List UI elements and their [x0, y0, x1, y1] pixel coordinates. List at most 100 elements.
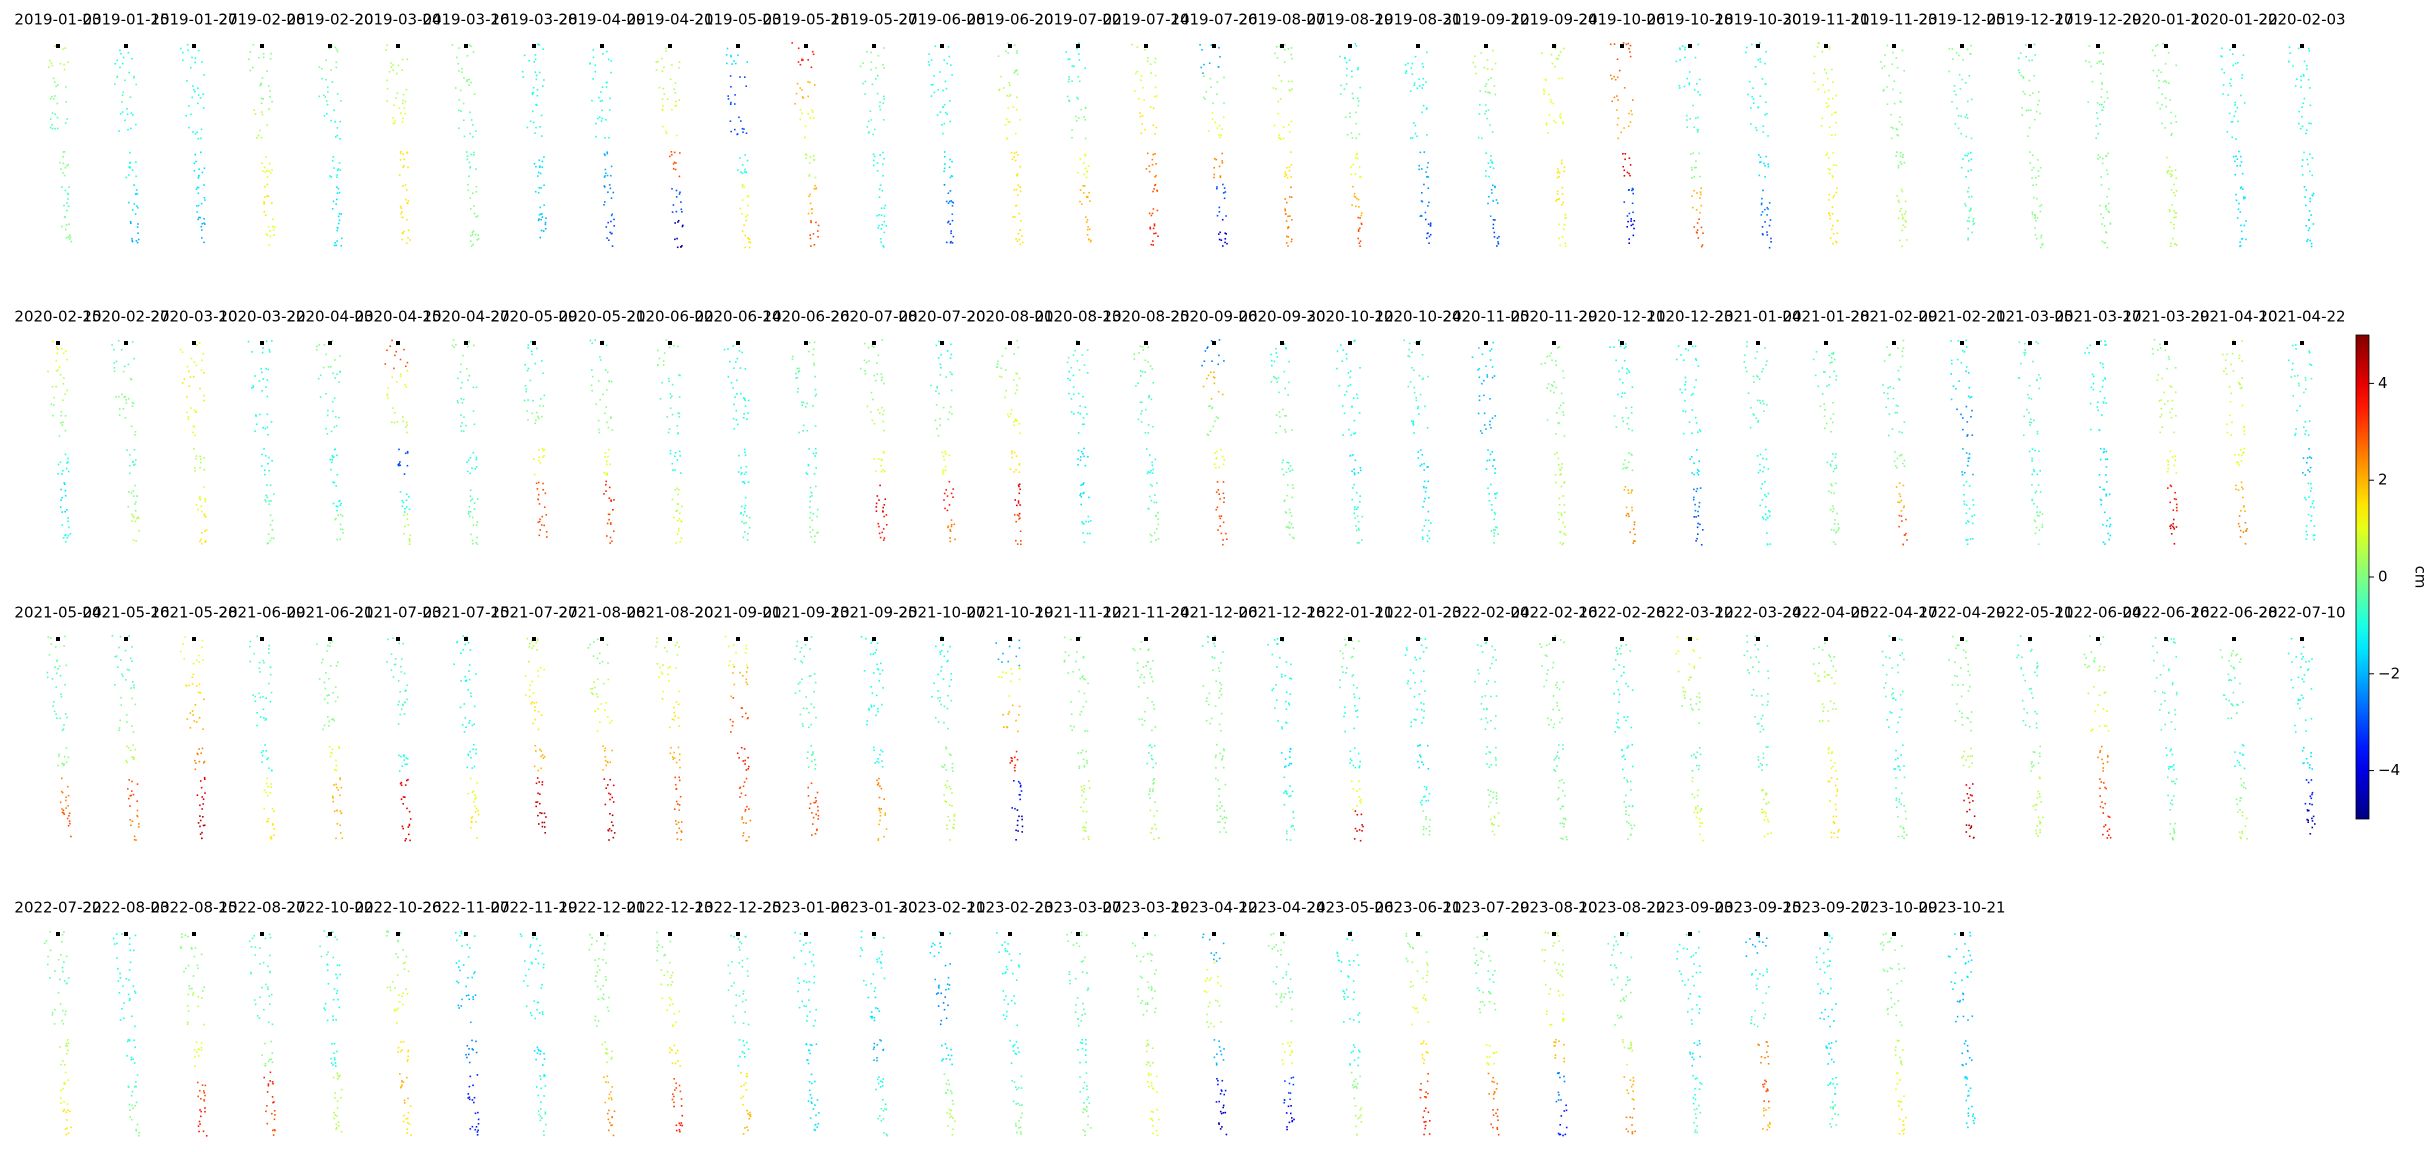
dot	[1766, 532, 1768, 534]
dot	[253, 109, 255, 111]
dot	[1088, 238, 1090, 240]
dot	[1761, 226, 1764, 228]
dot	[1743, 361, 1746, 363]
dot	[606, 421, 608, 424]
dot	[273, 828, 275, 830]
dot	[2303, 60, 2306, 63]
dot	[675, 162, 677, 164]
dot	[744, 504, 747, 507]
dot	[63, 63, 65, 66]
panel-title: 2019-08-19	[1306, 11, 1393, 29]
dot	[64, 483, 66, 485]
dot	[1219, 56, 1221, 58]
dot	[401, 238, 403, 241]
dot	[537, 521, 540, 524]
dot	[810, 536, 813, 538]
reference-point	[260, 44, 264, 48]
dot	[197, 508, 199, 511]
dot	[1355, 122, 1357, 125]
dot	[331, 208, 334, 210]
dot	[1832, 81, 1834, 83]
dot	[674, 469, 676, 471]
dot	[56, 717, 58, 719]
dot	[331, 461, 333, 464]
dot	[876, 373, 879, 375]
dot	[1556, 172, 1559, 174]
dot	[1079, 200, 1081, 203]
dot	[611, 429, 614, 431]
dot	[1960, 361, 1963, 364]
dot	[1284, 387, 1286, 390]
dot	[465, 151, 468, 153]
dot	[525, 390, 527, 393]
dot	[1634, 533, 1636, 536]
dot	[60, 414, 62, 417]
dot	[657, 60, 659, 63]
dot	[885, 225, 888, 227]
dot	[270, 500, 272, 502]
dot	[1423, 462, 1425, 465]
dot	[1897, 369, 1900, 372]
dot	[341, 515, 344, 517]
dot	[534, 71, 537, 73]
dot	[1286, 201, 1288, 204]
dot	[1412, 424, 1415, 426]
dot	[69, 533, 72, 535]
panel-title: 2020-02-03	[2258, 11, 2345, 29]
dot	[943, 458, 946, 461]
dot	[1426, 534, 1429, 537]
dot	[471, 498, 474, 500]
dot	[1346, 67, 1348, 70]
dot	[544, 223, 547, 226]
dot	[2305, 388, 2307, 390]
dot	[1762, 518, 1765, 520]
dot	[1626, 171, 1629, 174]
dot	[1698, 429, 1701, 431]
dot	[66, 509, 68, 511]
dot	[2156, 101, 2159, 104]
dot	[1564, 526, 1566, 528]
dot	[470, 208, 472, 210]
dot	[598, 96, 600, 99]
dot	[2166, 470, 2169, 473]
dot	[2303, 186, 2306, 188]
dot	[2034, 532, 2037, 535]
dot	[2307, 78, 2310, 81]
reference-point	[2096, 341, 2100, 345]
dot	[67, 824, 70, 827]
dot	[1766, 206, 1768, 209]
dot	[184, 636, 186, 638]
dot	[1698, 218, 1700, 220]
dot	[1699, 191, 1702, 193]
dot	[203, 762, 205, 764]
dot	[406, 370, 408, 372]
dot	[331, 400, 334, 403]
dot	[1895, 465, 1897, 467]
dot	[1836, 530, 1838, 533]
dot	[1282, 408, 1284, 411]
dot	[1426, 540, 1429, 543]
dot	[186, 411, 188, 414]
dot	[136, 783, 139, 785]
dot	[1413, 122, 1415, 124]
dot	[2287, 60, 2290, 63]
reference-point	[1008, 341, 1012, 345]
dot	[1898, 525, 1900, 528]
dot	[1697, 128, 1700, 131]
dot	[747, 399, 750, 402]
dot	[2100, 184, 2103, 186]
dot	[1628, 428, 1630, 430]
dot	[1351, 92, 1354, 95]
dot	[197, 175, 200, 177]
dot	[1017, 484, 1020, 486]
dot	[2033, 196, 2035, 199]
dot	[327, 702, 329, 704]
dot	[270, 769, 273, 772]
dot	[323, 344, 326, 346]
dot	[1019, 190, 1022, 193]
dot	[1766, 360, 1768, 362]
dot	[676, 533, 679, 535]
dot	[2100, 499, 2103, 502]
dot	[2241, 74, 2244, 76]
dot	[193, 409, 196, 411]
